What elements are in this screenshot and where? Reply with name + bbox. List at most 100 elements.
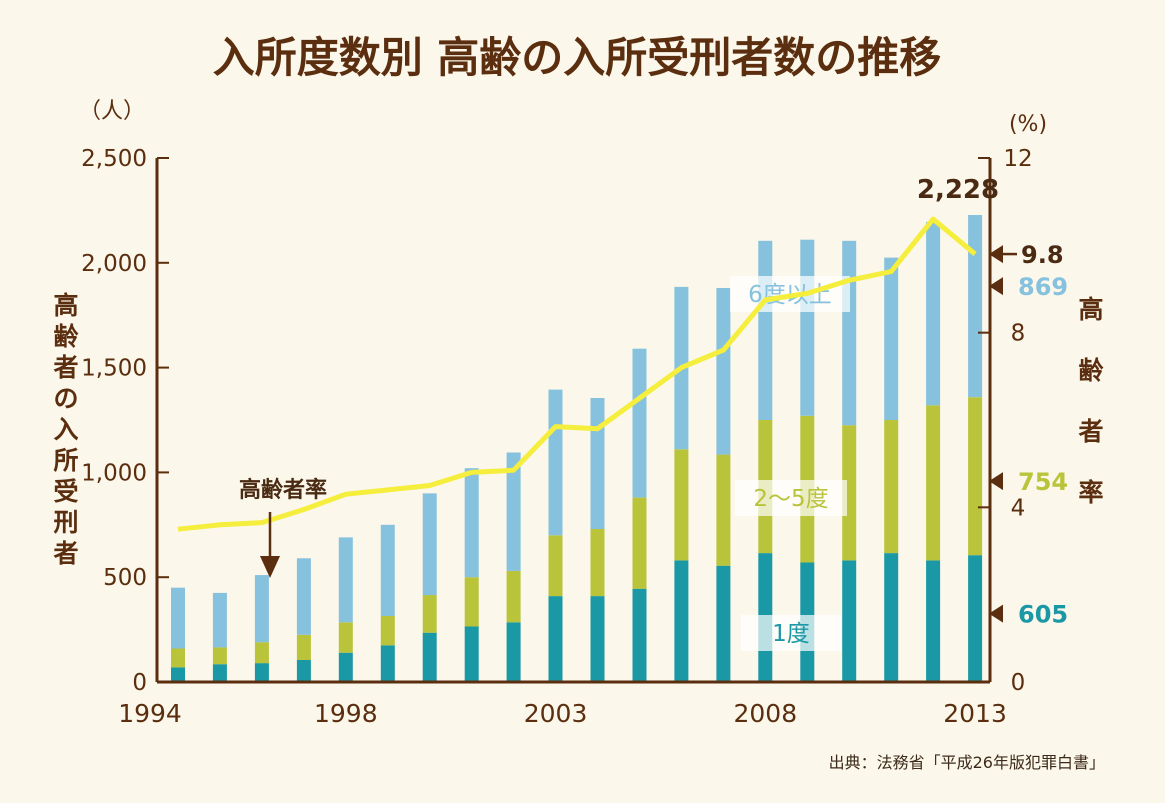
- left-axis-title-char: の: [53, 384, 78, 413]
- bar-six-plus-2009: [800, 239, 815, 416]
- bar-six-plus-2000: [422, 493, 437, 596]
- left-tick-label: 1,000: [81, 460, 147, 486]
- right-axis-title-char: 高: [1078, 295, 1103, 324]
- bar-two-five-1999: [380, 616, 395, 646]
- right-tick-label: 12: [1003, 146, 1032, 172]
- bar-one-2012: [926, 560, 941, 682]
- bar-two-five-2001: [464, 577, 479, 627]
- bar-two-five-2005: [632, 497, 647, 589]
- bar-six-plus-2013: [968, 215, 983, 398]
- right-tick-label: 8: [1011, 321, 1026, 347]
- bar-six-plus-2008: [758, 240, 773, 420]
- bar-six-plus-2011: [884, 257, 899, 420]
- bar-one-1999: [380, 645, 395, 682]
- segment-label-two_five: 2～5度: [753, 486, 828, 512]
- x-tick-label: 2008: [733, 699, 797, 728]
- x-tick-label: 1998: [314, 699, 378, 728]
- end-label-six_plus: 869: [1018, 273, 1068, 301]
- bar-two-five-1996: [254, 642, 269, 664]
- bar-six-plus-2004: [590, 398, 605, 529]
- bar-six-plus-2005: [632, 348, 647, 498]
- segment-label-box-one: [741, 615, 841, 651]
- bar-two-five-2012: [926, 405, 941, 561]
- bar-six-plus-2007: [716, 288, 731, 455]
- bar-one-2003: [548, 596, 563, 682]
- left-axis-title-char: 者: [53, 353, 78, 382]
- bar-two-five-2003: [548, 535, 563, 597]
- left-axis-title-char: 高: [53, 291, 78, 320]
- bar-two-five-2006: [674, 449, 689, 561]
- left-tick-label: 2,500: [81, 146, 147, 172]
- left-axis-title-char: 刑: [53, 508, 78, 537]
- bar-two-five-2010: [842, 425, 857, 561]
- annotation-arrowhead-icon: [260, 556, 280, 578]
- bar-six-plus-2012: [926, 221, 941, 406]
- bar-one-1996: [254, 663, 269, 682]
- rate-annotation: 高齢者率: [239, 477, 327, 578]
- segment-label-box-two_five: [735, 480, 847, 516]
- end-marker-arrow-icon: [989, 277, 1003, 296]
- bar-six-plus-1996: [254, 575, 269, 643]
- end-label-two_five: 754: [1018, 468, 1068, 496]
- bar-one-2011: [884, 553, 899, 682]
- bar-one-2005: [632, 588, 647, 682]
- left-axis-title-char: 者: [53, 539, 78, 568]
- bar-six-plus-2001: [464, 468, 479, 578]
- right-axis-title: 高齢者率: [1078, 295, 1103, 507]
- bar-one-2006: [674, 560, 689, 682]
- right-axis-title-char: 者: [1078, 417, 1103, 446]
- right-axis-title-char: 率: [1078, 478, 1103, 507]
- bar-six-plus-1997: [296, 558, 311, 635]
- bar-two-five-2013: [968, 397, 983, 556]
- right-axis-title-char: 齢: [1078, 356, 1103, 385]
- bar-one-1995: [212, 664, 227, 682]
- bar-two-five-2004: [590, 529, 605, 597]
- bar-two-five-2002: [506, 570, 521, 623]
- bar-two-five-2011: [884, 420, 899, 554]
- bar-six-plus-1999: [380, 524, 395, 616]
- end-label-one: 605: [1018, 601, 1068, 629]
- left-axis-unit: （人）: [79, 99, 145, 124]
- bar-two-five-1995: [212, 647, 227, 665]
- left-axis-title-char: 齢: [53, 322, 78, 351]
- chart-title: 入所度数別 高齢の入所受刑者数の推移: [213, 33, 942, 82]
- source-note: 出典：法務省「平成26年版犯罪白書」: [829, 753, 1105, 772]
- left-axis-title-char: 受: [53, 477, 78, 506]
- bar-one-1998: [338, 652, 353, 682]
- bar-six-plus-1994: [171, 587, 185, 649]
- x-tick-label: 2013: [943, 699, 1007, 728]
- left-tick-label: 0: [132, 670, 147, 696]
- bar-one-2004: [590, 596, 605, 682]
- bar-one-2010: [842, 560, 857, 682]
- bar-two-five-1998: [338, 622, 353, 653]
- end-value-markers: 9.8 869 754 605: [989, 241, 1068, 629]
- right-tick-label: 4: [1011, 495, 1026, 521]
- end-marker-arrow-icon: [989, 245, 1003, 264]
- end-label-rate: 9.8: [1021, 241, 1064, 269]
- segment-label-one: 1度: [772, 621, 810, 647]
- bar-two-five-1994: [171, 648, 185, 668]
- left-axis-title-char: 入: [53, 415, 78, 444]
- end-marker-arrow-icon: [989, 472, 1003, 491]
- bar-two-five-1997: [296, 634, 311, 660]
- bars-layer: [171, 215, 983, 682]
- bar-one-2002: [506, 622, 521, 682]
- bar-two-five-2000: [422, 595, 437, 633]
- end-marker-arrow-icon: [989, 604, 1003, 623]
- bar-six-plus-2010: [842, 240, 857, 426]
- bar-six-plus-1998: [338, 537, 353, 623]
- right-axis-unit: (%): [1009, 112, 1047, 137]
- left-axis-title-char: 所: [53, 446, 78, 475]
- bar-six-plus-2002: [506, 452, 521, 571]
- bar-six-plus-1995: [212, 592, 227, 648]
- total-end-label: 2,228: [917, 175, 999, 205]
- right-tick-label: 0: [1011, 670, 1026, 696]
- bar-one-1997: [296, 660, 311, 682]
- axes-layer: [155, 158, 992, 684]
- bar-one-2000: [422, 632, 437, 682]
- left-tick-label: 2,000: [81, 251, 147, 277]
- rate-line: [177, 216, 977, 532]
